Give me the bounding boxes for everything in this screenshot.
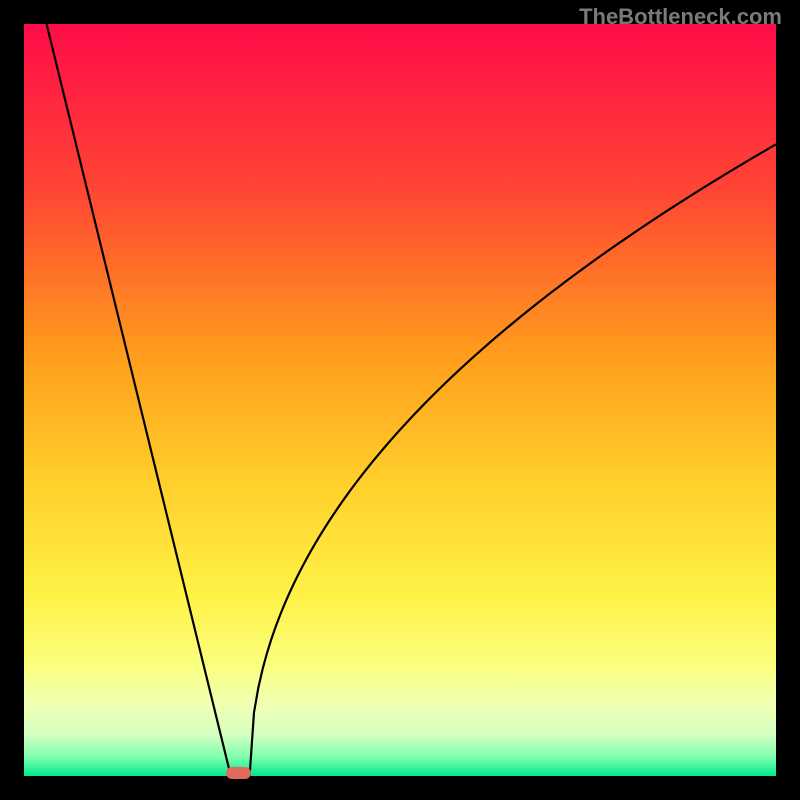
plot-area <box>24 24 776 776</box>
bottleneck-curve <box>24 24 776 776</box>
optimal-marker <box>226 767 251 778</box>
chart-stage: TheBottleneck.com <box>0 0 800 800</box>
watermark-text: TheBottleneck.com <box>579 4 782 30</box>
